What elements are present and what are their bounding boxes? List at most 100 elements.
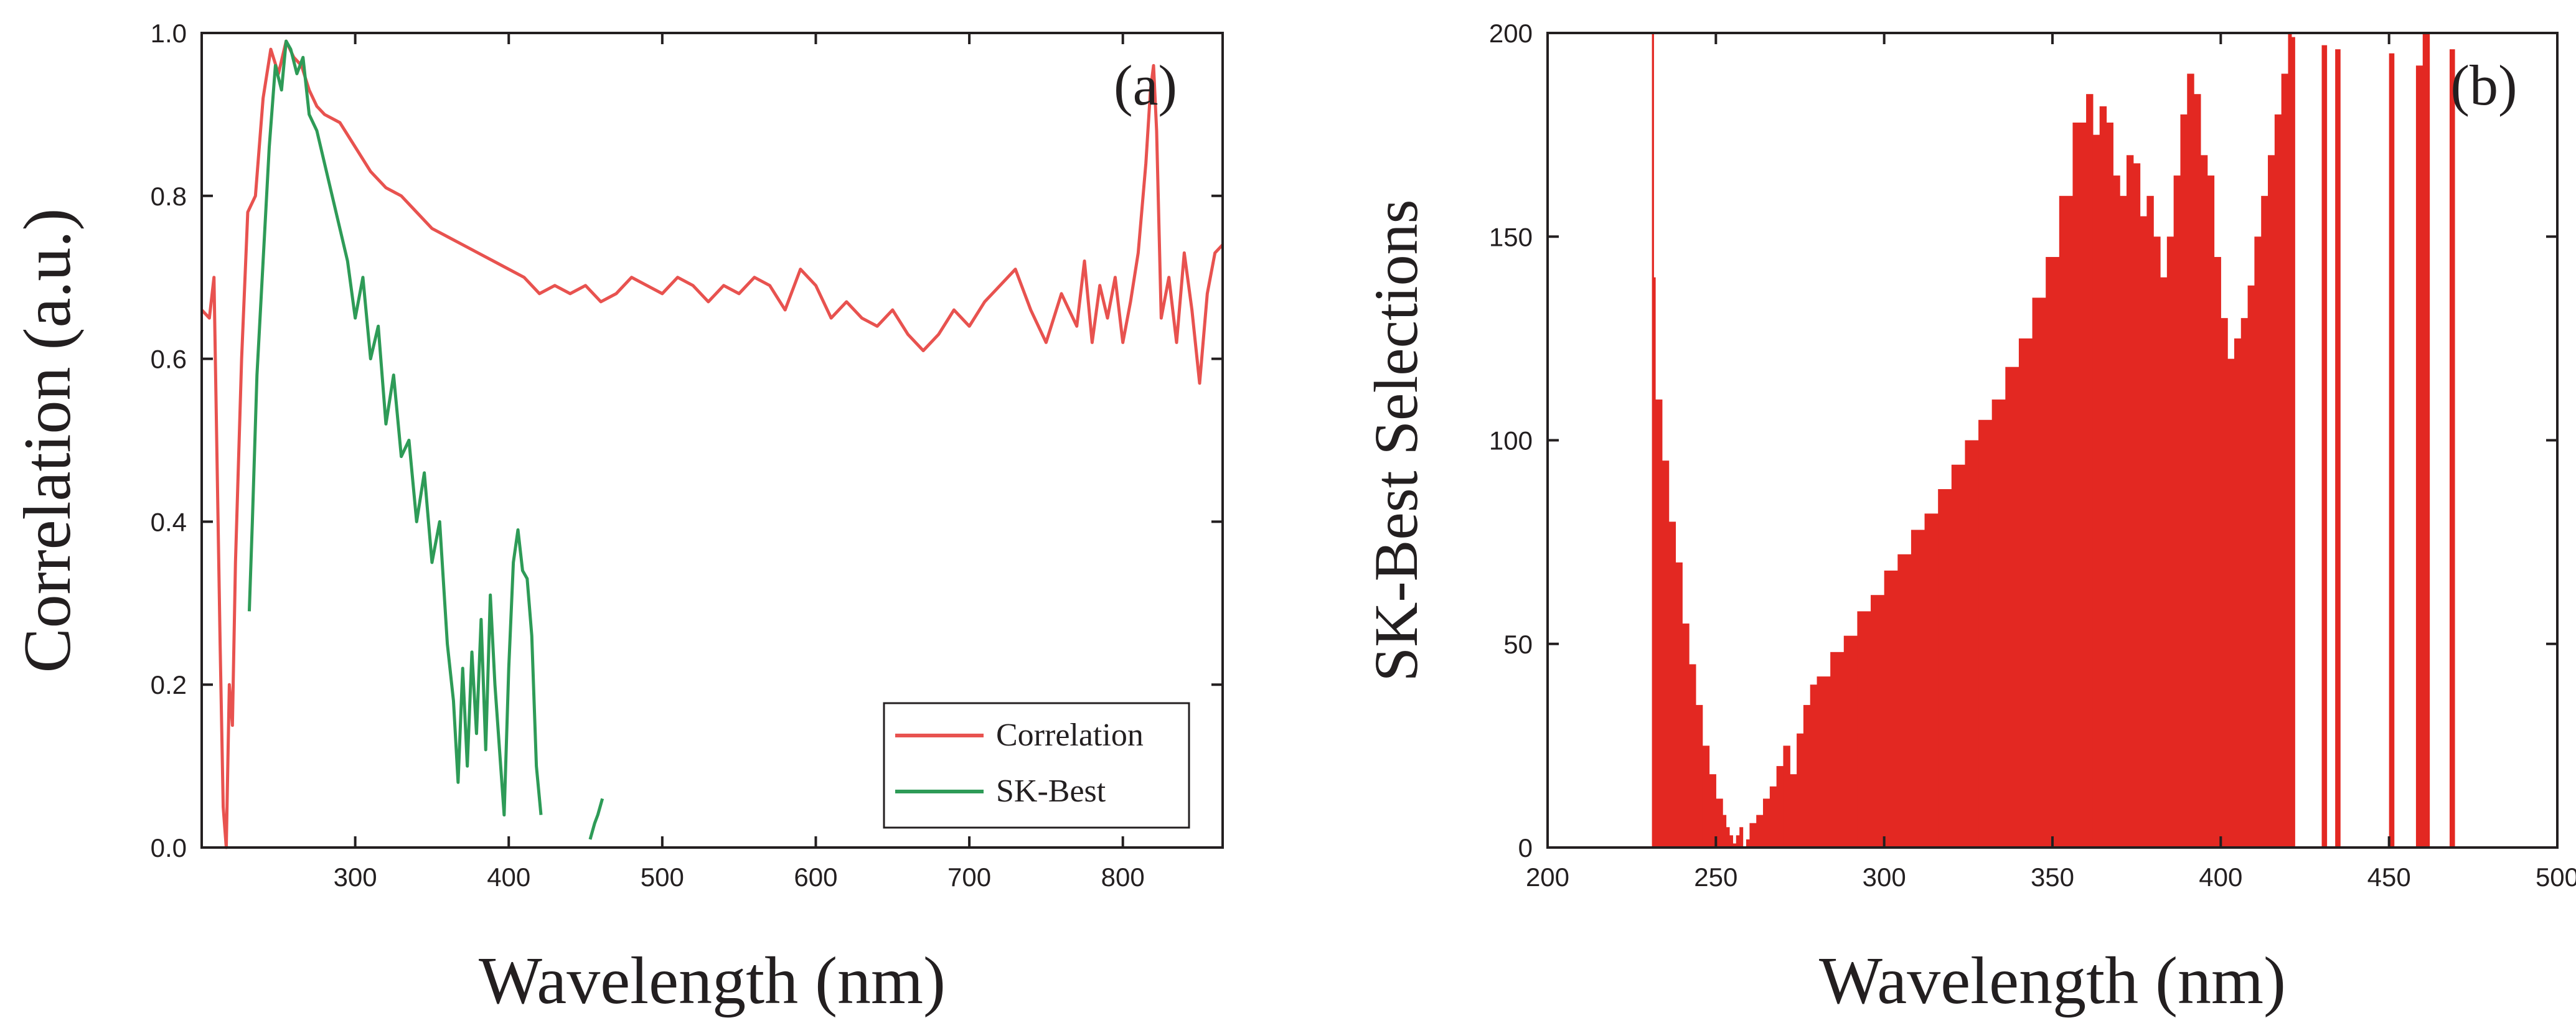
bar <box>1978 419 1993 848</box>
bar <box>1817 676 1831 848</box>
y-tick-label: 100 <box>1489 426 1533 455</box>
bar <box>1662 460 1670 848</box>
bar <box>1924 513 1939 848</box>
bar <box>1652 33 1654 848</box>
panel-a: 300 400 500 600 700 800 0.0 0.2 0.4 0.6 0.8 1.0 Cor… <box>11 19 1224 1018</box>
bar <box>2018 338 2033 848</box>
x-tick-label: 400 <box>2199 862 2242 892</box>
x-tick-label: 600 <box>794 862 837 892</box>
legend-label-correlation: Correlation <box>996 717 1144 753</box>
bar <box>2194 94 2201 848</box>
y-tick-label: 50 <box>1503 630 1533 659</box>
panel-a-plot-area <box>200 39 1224 849</box>
bar <box>2389 53 2395 848</box>
series-line-sk-best-segment-1 <box>247 39 543 817</box>
y-tick-label: 0.8 <box>151 182 187 211</box>
bar <box>2254 236 2262 848</box>
bar <box>1911 530 1925 848</box>
x-tick-label: 350 <box>2031 862 2074 892</box>
y-tick-label: 0.2 <box>151 670 187 699</box>
bar <box>2268 155 2275 848</box>
bar <box>1716 798 1723 848</box>
bar <box>2449 49 2455 848</box>
bar <box>1884 570 1898 848</box>
bar <box>1938 489 1952 848</box>
x-tick-label: 700 <box>947 862 991 892</box>
bar <box>2227 358 2235 848</box>
bar <box>2153 236 2161 848</box>
bar <box>2180 114 2188 848</box>
y-tick-label: 150 <box>1489 222 1533 251</box>
panel-b-plot-area <box>1652 33 2455 848</box>
x-tick-label: 250 <box>1694 862 1737 892</box>
bar <box>2274 114 2282 848</box>
bar <box>1783 745 1790 848</box>
bar <box>2086 94 2094 848</box>
bar <box>2221 318 2228 848</box>
y-tick-label: 0.0 <box>151 833 187 862</box>
bar <box>1702 745 1710 848</box>
y-tick-label: 1.0 <box>151 19 187 48</box>
bar <box>1729 835 1733 848</box>
bar <box>2032 297 2046 848</box>
bar <box>2207 175 2215 848</box>
panel-a-axes-frame <box>200 32 1224 849</box>
x-tick-label: 500 <box>641 862 684 892</box>
bar <box>2133 163 2141 848</box>
bar <box>2335 49 2341 848</box>
y-tick-label: 0.4 <box>151 507 187 536</box>
bar <box>2113 175 2120 848</box>
bar <box>2092 134 2100 848</box>
legend-box <box>883 702 1190 829</box>
panel-b-label: (b) <box>2450 54 2517 117</box>
bar <box>1991 399 2006 848</box>
bar <box>1810 684 1818 848</box>
bar <box>1709 774 1716 848</box>
series-line-sk-best-segment-2 <box>588 798 604 840</box>
panel-a-y-axis-title: Correlation (a.u.) <box>11 208 85 673</box>
bar <box>2422 33 2430 848</box>
panel-a-ticks: 300 400 500 600 700 800 0.0 0.2 0.4 0.6 0.8 1.0 <box>151 19 1223 892</box>
x-tick-label: 300 <box>1863 862 1906 892</box>
panel-b-ticks: 200 250 300 350 400 450 500 0 50 100 150 200 <box>1489 19 2576 892</box>
bar <box>1803 704 1811 848</box>
x-tick-label: 200 <box>1526 862 1569 892</box>
x-tick-label: 450 <box>2367 862 2411 892</box>
x-tick-label: 300 <box>334 862 377 892</box>
bar <box>2200 155 2208 848</box>
bar <box>1675 562 1683 848</box>
bar <box>1653 277 1656 848</box>
bar <box>2187 73 2194 848</box>
bar <box>2166 236 2174 848</box>
bar <box>1695 704 1703 848</box>
bar <box>1843 635 1858 848</box>
bar <box>2072 122 2087 848</box>
bar <box>2146 195 2154 848</box>
panel-b: 200 250 300 350 400 450 500 0 50 100 150 200 (b) Wa… <box>1361 19 2576 1018</box>
bar <box>2126 155 2134 848</box>
bar <box>1776 766 1784 848</box>
bar <box>2046 256 2060 848</box>
bar <box>1655 399 1663 848</box>
bar <box>1732 843 1737 848</box>
bar <box>2005 367 2019 848</box>
bar <box>2281 73 2289 848</box>
bar <box>2099 106 2107 848</box>
bar <box>1668 521 1676 848</box>
bar <box>2120 195 2127 848</box>
bar <box>1769 786 1777 848</box>
bar <box>1790 774 1797 848</box>
bar <box>2240 318 2249 848</box>
bar <box>1746 839 1750 848</box>
x-tick-label: 400 <box>487 862 530 892</box>
panel-b-y-axis-title: SK-Best Selections <box>1361 200 1431 682</box>
panel-a-x-axis-title: Wavelength (nm) <box>479 944 946 1018</box>
bar <box>2291 37 2295 848</box>
bar <box>2140 216 2147 848</box>
bar <box>2288 33 2292 848</box>
bar <box>2247 285 2255 848</box>
bar <box>2321 45 2328 848</box>
bar <box>2160 277 2168 848</box>
bar <box>1965 440 1979 848</box>
